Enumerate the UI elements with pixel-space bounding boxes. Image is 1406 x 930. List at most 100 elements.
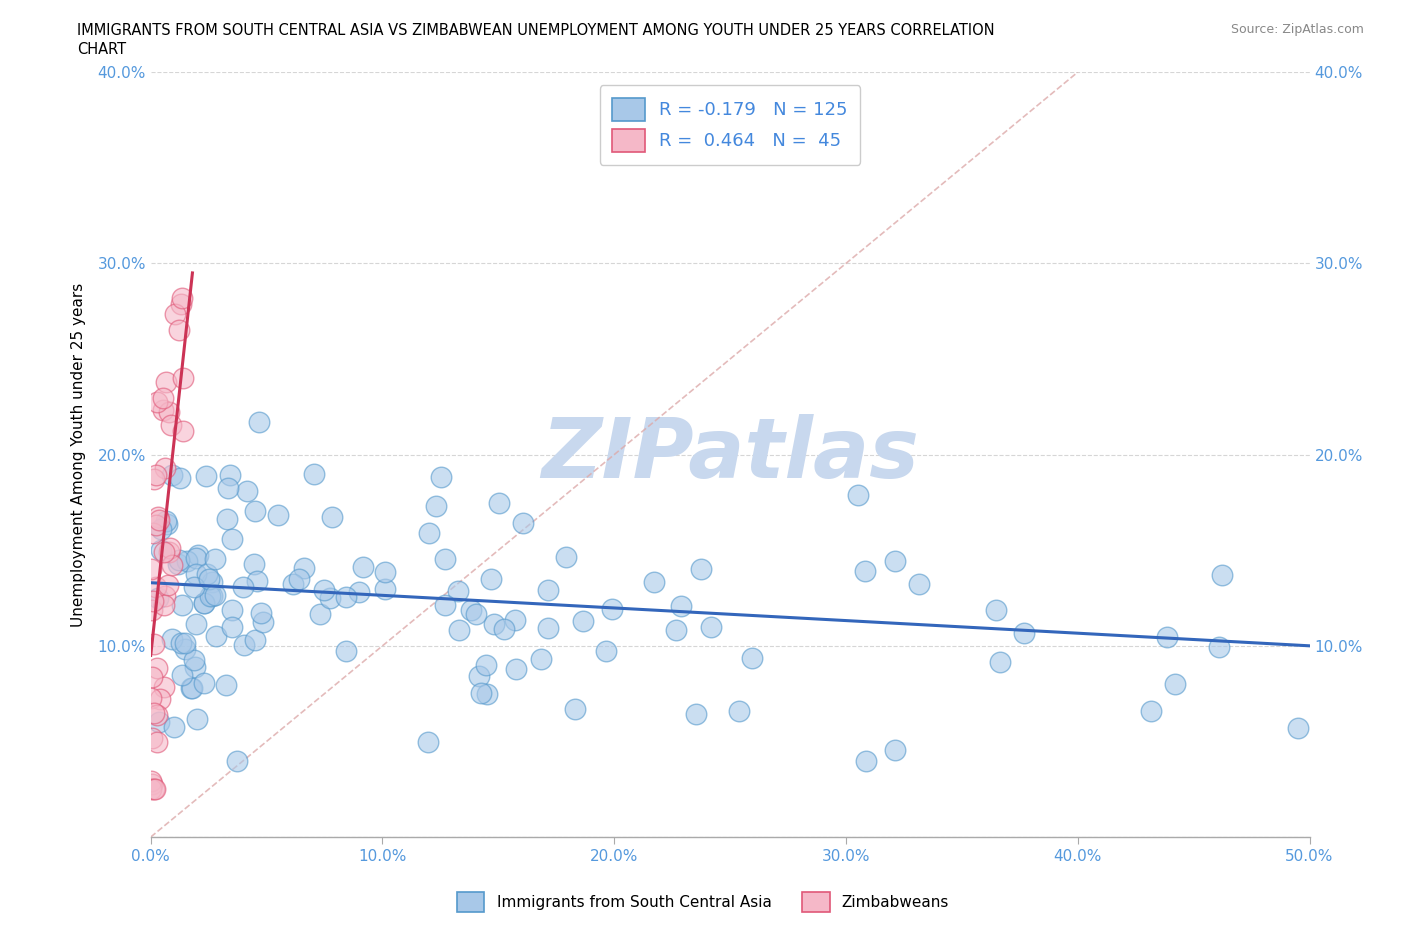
Point — [142, 472, 165, 487]
Point — [145, 708, 167, 723]
Y-axis label: Unemployment Among Youth under 25 years: Unemployment Among Youth under 25 years — [72, 283, 86, 627]
Point — [418, 735, 440, 750]
Point — [204, 551, 226, 566]
Point — [143, 782, 166, 797]
Point — [267, 508, 290, 523]
Point — [198, 589, 221, 604]
Point — [146, 661, 169, 676]
Point — [156, 516, 179, 531]
Point — [846, 487, 869, 502]
Point — [907, 577, 929, 591]
Point — [479, 572, 502, 587]
Point — [152, 402, 174, 417]
Point — [149, 692, 172, 707]
Point — [335, 590, 357, 604]
Point — [142, 593, 165, 608]
Point — [152, 679, 174, 694]
Point — [990, 655, 1012, 670]
Point — [1208, 640, 1230, 655]
Point — [157, 578, 180, 592]
Point — [465, 606, 488, 621]
Point — [172, 424, 194, 439]
Point — [572, 614, 595, 629]
Point — [163, 306, 186, 321]
Point — [321, 510, 343, 525]
Point — [204, 629, 226, 644]
Point — [1211, 567, 1233, 582]
Point — [595, 644, 617, 658]
Text: ZIPatlas: ZIPatlas — [541, 414, 920, 495]
Point — [159, 405, 181, 419]
Point — [425, 498, 447, 513]
Point — [142, 525, 165, 540]
Point — [148, 512, 170, 527]
Point — [153, 589, 176, 604]
Point — [1286, 721, 1309, 736]
Point — [308, 607, 330, 622]
Point — [374, 581, 396, 596]
Point — [180, 680, 202, 695]
Point — [700, 619, 723, 634]
Point — [219, 468, 242, 483]
Point — [352, 559, 374, 574]
Point — [141, 670, 163, 684]
Text: IMMIGRANTS FROM SOUTH CENTRAL ASIA VS ZIMBABWEAN UNEMPLOYMENT AMONG YOUTH UNDER : IMMIGRANTS FROM SOUTH CENTRAL ASIA VS ZI… — [77, 23, 995, 38]
Point — [853, 564, 876, 578]
Point — [374, 565, 396, 579]
Text: CHART: CHART — [77, 42, 127, 57]
Point — [172, 290, 194, 305]
Point — [236, 484, 259, 498]
Point — [1156, 630, 1178, 644]
Point — [170, 598, 193, 613]
Point — [183, 653, 205, 668]
Point — [169, 471, 191, 485]
Point — [141, 782, 163, 797]
Point — [1140, 704, 1163, 719]
Point — [245, 633, 267, 648]
Point — [184, 617, 207, 631]
Point — [1163, 677, 1185, 692]
Point — [600, 601, 623, 616]
Point — [145, 579, 167, 594]
Point — [146, 591, 169, 605]
Point — [145, 467, 167, 482]
Point — [145, 518, 167, 533]
Point — [170, 297, 193, 312]
Point — [176, 554, 198, 569]
Point — [152, 391, 174, 405]
Point — [184, 659, 207, 674]
Point — [250, 605, 273, 620]
Point — [349, 585, 371, 600]
Point — [194, 469, 217, 484]
Point — [302, 466, 325, 481]
Point — [186, 547, 208, 562]
Point — [141, 773, 163, 788]
Point — [217, 481, 239, 496]
Point — [173, 642, 195, 657]
Point — [160, 468, 183, 483]
Point — [193, 595, 215, 610]
Point — [159, 541, 181, 556]
Point — [855, 753, 877, 768]
Point — [163, 720, 186, 735]
Point — [884, 743, 907, 758]
Point — [150, 522, 173, 537]
Point — [477, 686, 499, 701]
Point — [141, 561, 163, 576]
Point — [152, 545, 174, 560]
Point — [173, 636, 195, 651]
Point — [232, 579, 254, 594]
Point — [186, 711, 208, 726]
Point — [685, 706, 707, 721]
Point — [281, 577, 304, 591]
Point — [195, 566, 218, 581]
Point — [492, 621, 515, 636]
Point — [221, 603, 243, 618]
Point — [252, 615, 274, 630]
Point — [467, 669, 489, 684]
Point — [433, 552, 456, 567]
Point — [530, 652, 553, 667]
Point — [149, 543, 172, 558]
Point — [153, 461, 176, 476]
Point — [221, 531, 243, 546]
